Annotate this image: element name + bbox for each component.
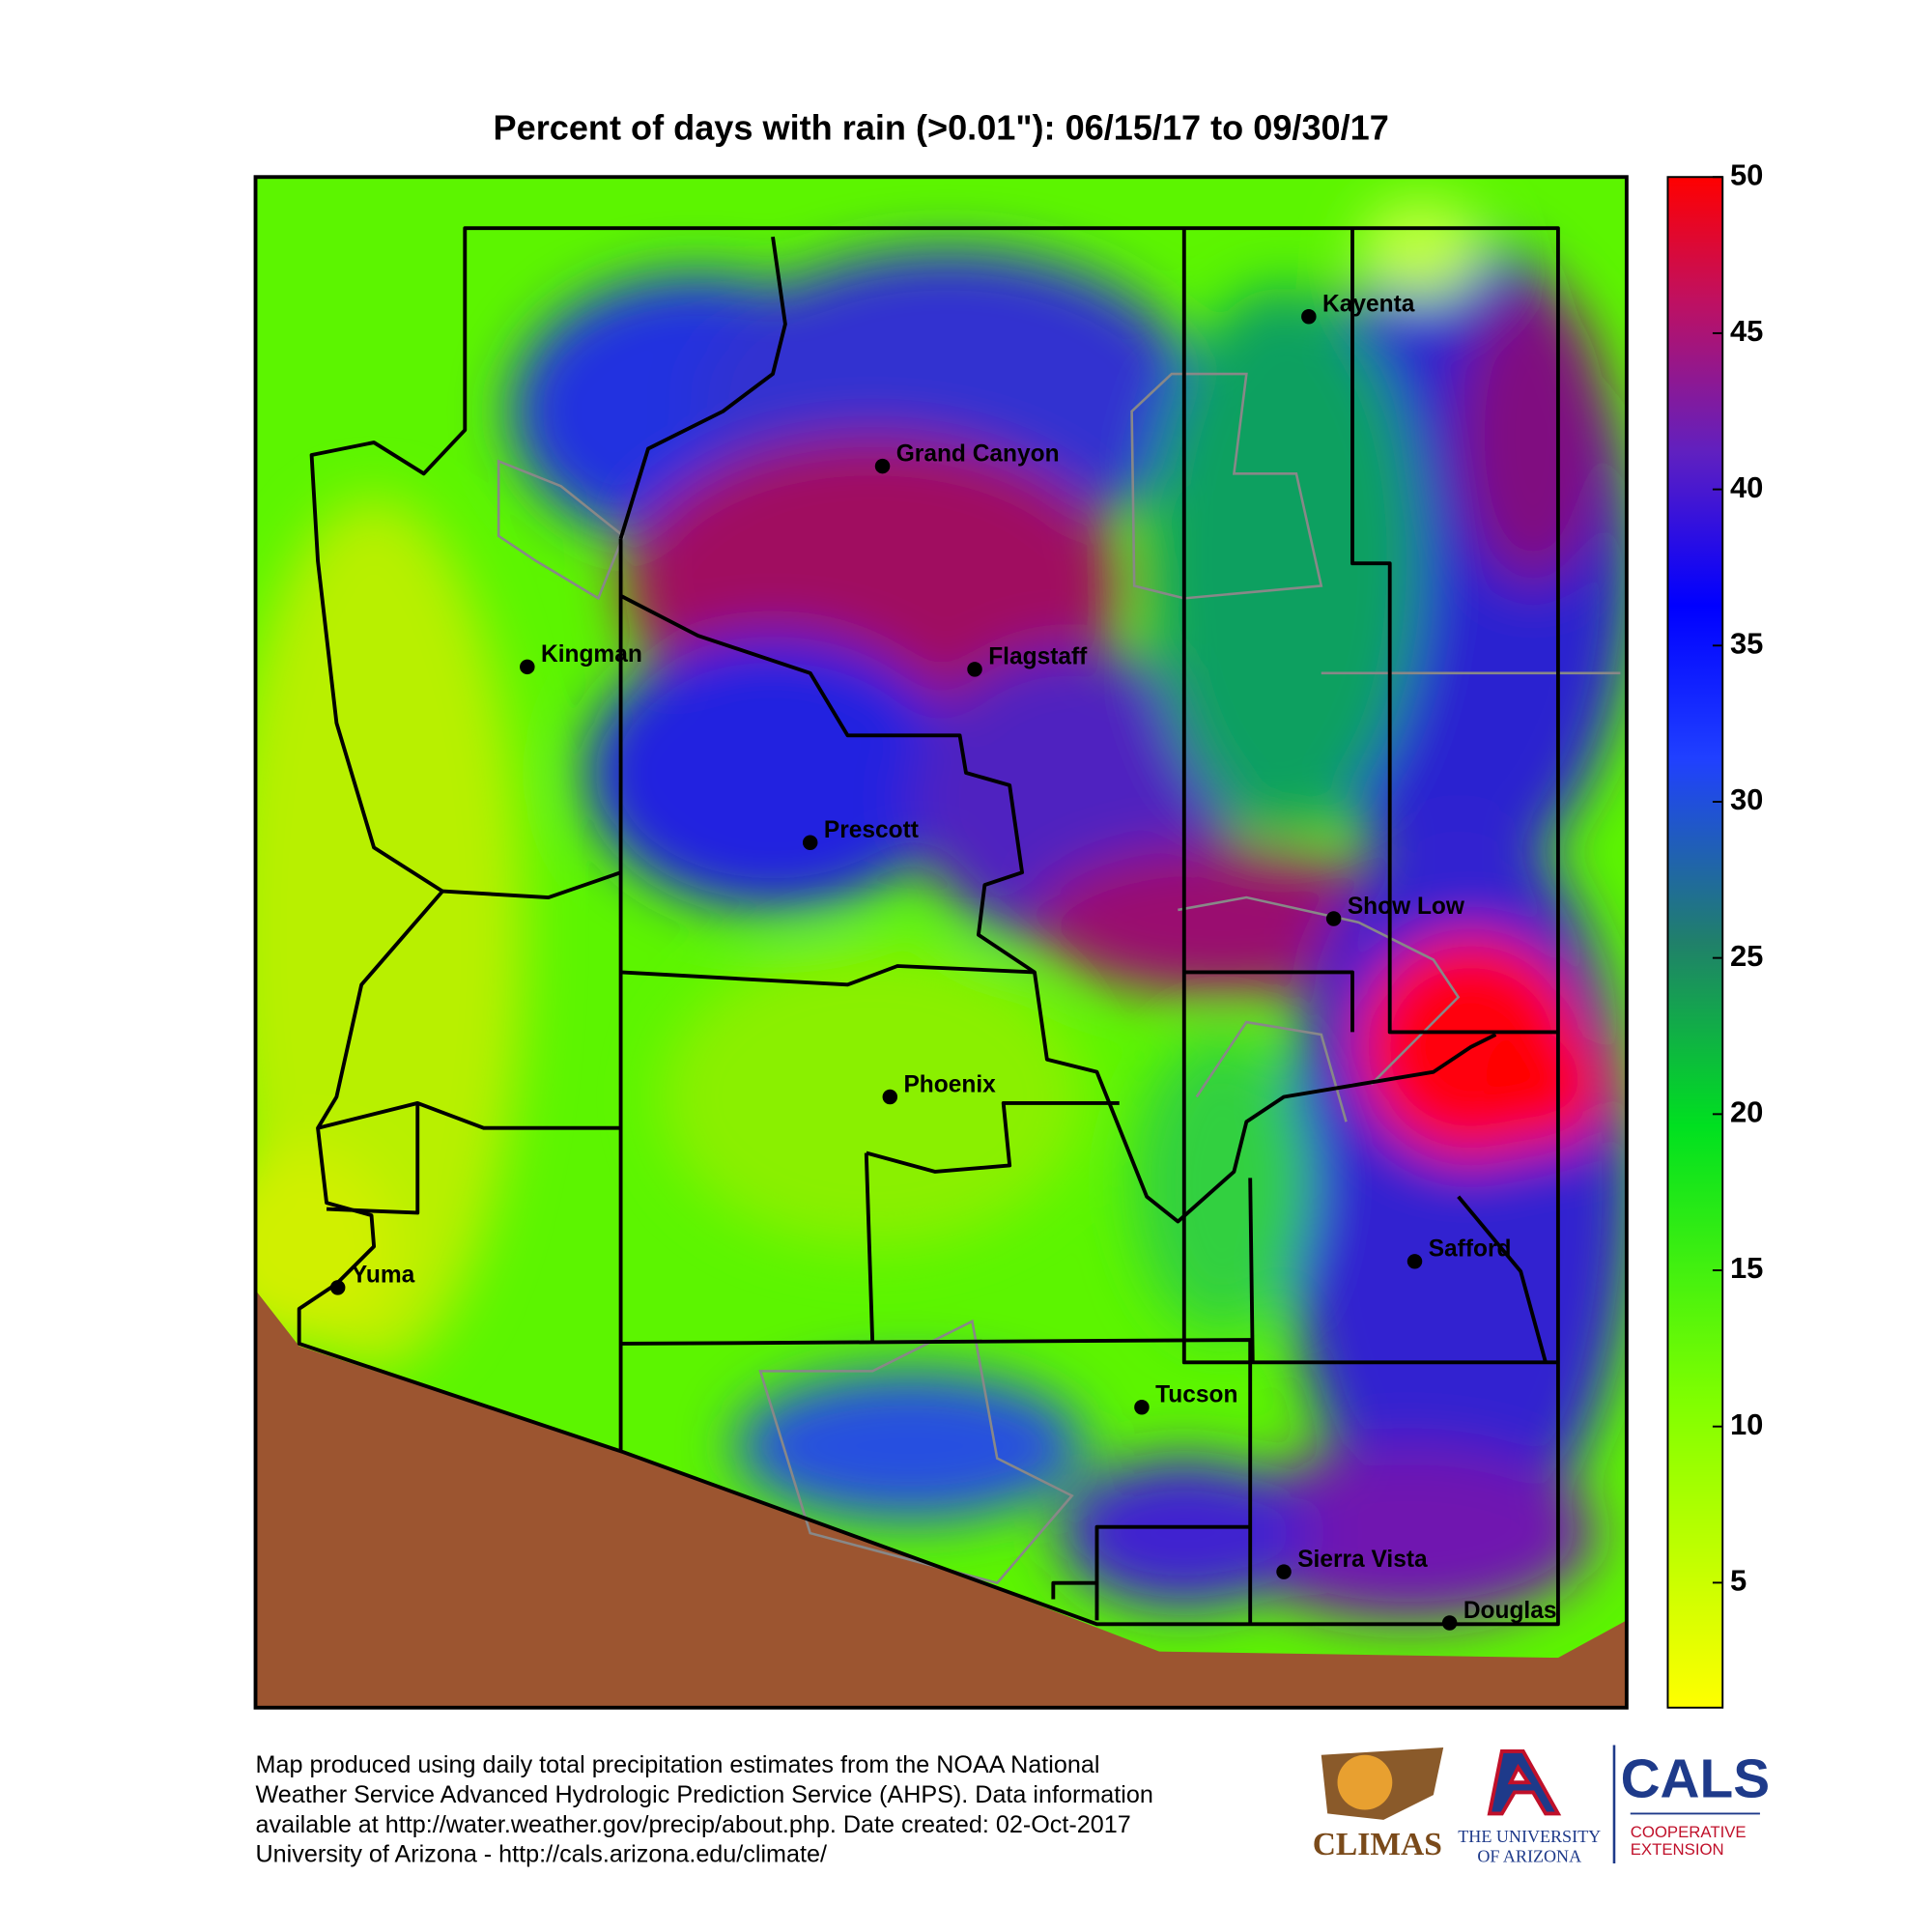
city-marker	[1406, 1254, 1423, 1269]
city-label: Yuma	[352, 1263, 415, 1289]
ua-logo-text: OF ARIZONA	[1477, 1847, 1581, 1866]
cals-logo-text: CALS	[1621, 1749, 1771, 1810]
footer-line: available at http://water.weather.gov/pr…	[256, 1811, 1131, 1838]
city-marker	[1325, 911, 1342, 926]
logos: CLIMAS THE UNIVERSITY OF ARIZONA CALS CO…	[1313, 1745, 1771, 1866]
colorbar-tick-label: 10	[1730, 1407, 1763, 1441]
climas-logo-text: CLIMAS	[1313, 1827, 1442, 1862]
city-marker	[874, 458, 891, 474]
colorbar-tick-label: 20	[1730, 1095, 1763, 1129]
climas-logo-sun	[1337, 1754, 1393, 1810]
city-label: Phoenix	[903, 1071, 996, 1097]
city-label: Grand Canyon	[896, 440, 1060, 467]
city-label: Tucson	[1155, 1382, 1237, 1408]
map-title: Percent of days with rain (>0.01"): 06/1…	[494, 108, 1389, 148]
land-boundaries	[497, 372, 1621, 1585]
colorbar-tick-label: 45	[1730, 314, 1763, 348]
footer: Map produced using daily total precipita…	[256, 1751, 1153, 1868]
city-label: Show Low	[1348, 894, 1465, 920]
footer-line: Weather Service Advanced Hydrologic Pred…	[256, 1781, 1153, 1808]
colorbar-axis: 5 10 15 20 25 30 35 40 45 50	[1712, 157, 1763, 1598]
ua-logo-text: THE UNIVERSITY	[1458, 1827, 1601, 1846]
city-label: Kingman	[541, 641, 642, 668]
colorbar-tick-label: 50	[1730, 157, 1763, 191]
colorbar-tick-label: 35	[1730, 626, 1763, 660]
city-label: Safford	[1429, 1236, 1512, 1263]
colorbar-tick-label: 30	[1730, 782, 1763, 816]
city-label: Kayenta	[1322, 292, 1415, 318]
colorbar-tick-label: 25	[1730, 939, 1763, 973]
cities: Kayenta Grand Canyon Kingman Flagstaff Presc…	[329, 292, 1557, 1631]
footer-line: University of Arizona - http://cals.ariz…	[256, 1841, 827, 1868]
cals-subtitle: COOPERATIVE	[1631, 1823, 1747, 1841]
city-marker	[967, 662, 982, 677]
city-label: Sierra Vista	[1297, 1547, 1428, 1573]
footer-line: Map produced using daily total precipita…	[256, 1751, 1100, 1778]
city-label: Flagstaff	[988, 644, 1088, 670]
city-marker	[882, 1089, 898, 1105]
city-marker	[1276, 1564, 1292, 1579]
city-marker	[802, 835, 818, 850]
city-label: Douglas	[1463, 1598, 1557, 1624]
colorbar-tick-label: 40	[1730, 470, 1763, 504]
map-frame	[253, 175, 1629, 1710]
city-marker	[520, 659, 535, 675]
colorbar-tick-label: 15	[1730, 1251, 1763, 1285]
city-marker	[1441, 1615, 1458, 1631]
city-marker	[1134, 1400, 1150, 1415]
county-boundaries	[297, 226, 1560, 1627]
colorbar-tick-label: 5	[1730, 1564, 1747, 1598]
cals-subtitle: EXTENSION	[1631, 1840, 1724, 1859]
city-marker	[329, 1280, 346, 1295]
colorbar	[1666, 176, 1724, 1709]
ua-logo-a	[1487, 1748, 1562, 1816]
city-marker	[1301, 309, 1317, 325]
city-label: Prescott	[824, 817, 919, 843]
